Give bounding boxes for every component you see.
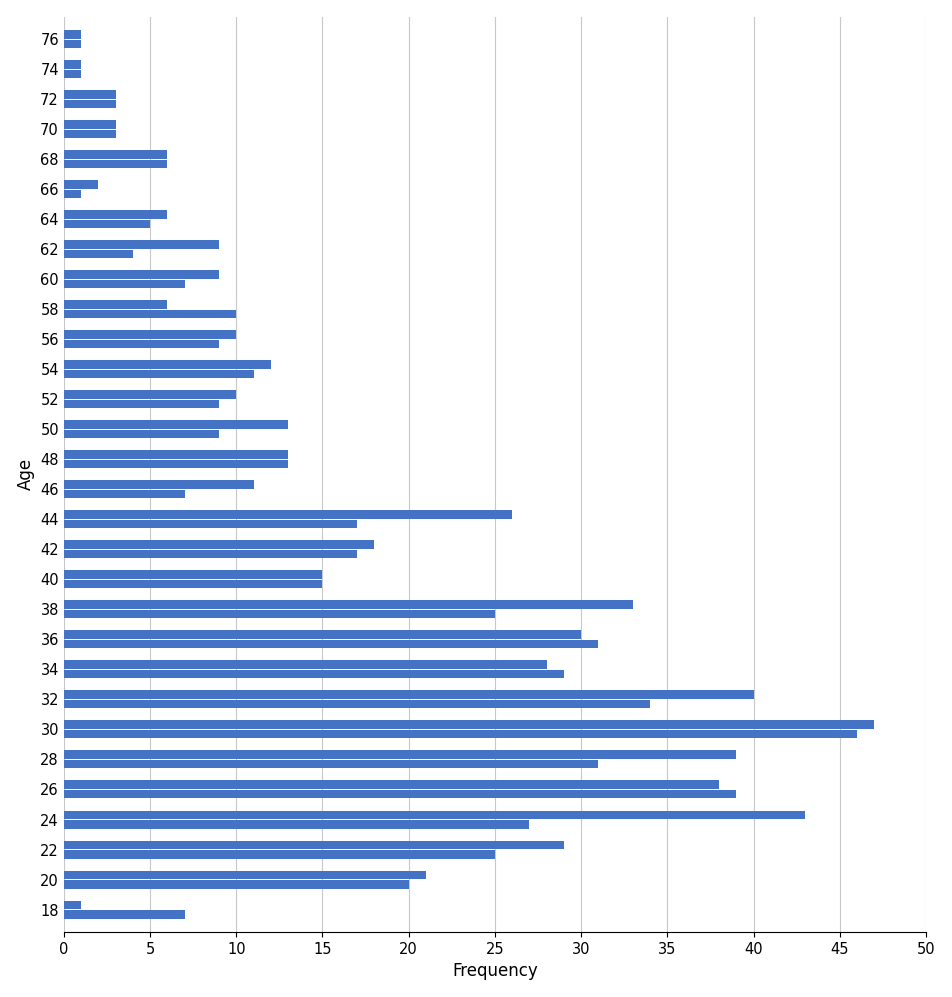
Bar: [64, 640, 599, 648]
Y-axis label: Age: Age: [17, 459, 34, 491]
Bar: [64, 250, 133, 258]
Bar: [64, 130, 115, 139]
Bar: [64, 390, 236, 399]
Bar: [64, 540, 374, 548]
Bar: [64, 610, 495, 618]
Bar: [64, 240, 219, 248]
Bar: [64, 840, 564, 848]
Bar: [64, 189, 81, 198]
Bar: [64, 781, 719, 789]
Bar: [64, 630, 581, 639]
Bar: [64, 660, 546, 669]
Bar: [64, 721, 874, 729]
Bar: [64, 460, 288, 469]
Bar: [64, 70, 81, 78]
Bar: [64, 400, 219, 409]
Bar: [64, 550, 357, 558]
Bar: [64, 160, 168, 168]
Bar: [64, 490, 185, 498]
Bar: [64, 910, 185, 918]
Bar: [64, 600, 633, 609]
Bar: [64, 430, 219, 439]
Bar: [64, 580, 323, 588]
Bar: [64, 811, 805, 819]
Bar: [64, 790, 736, 799]
Bar: [64, 40, 81, 48]
Bar: [64, 730, 857, 739]
Bar: [64, 30, 81, 39]
Bar: [64, 760, 599, 769]
Bar: [64, 850, 495, 858]
Bar: [64, 870, 426, 879]
Bar: [64, 900, 81, 909]
Bar: [64, 300, 168, 309]
Bar: [64, 880, 408, 888]
Bar: [64, 520, 357, 528]
X-axis label: Frequency: Frequency: [452, 962, 538, 980]
Bar: [64, 220, 150, 228]
Bar: [64, 481, 253, 489]
Bar: [64, 90, 115, 99]
Bar: [64, 421, 288, 429]
Bar: [64, 310, 236, 318]
Bar: [64, 370, 253, 378]
Bar: [64, 510, 512, 518]
Bar: [64, 451, 288, 459]
Bar: [64, 570, 323, 579]
Bar: [64, 330, 236, 339]
Bar: [64, 280, 185, 288]
Bar: [64, 100, 115, 109]
Bar: [64, 270, 219, 279]
Bar: [64, 121, 115, 129]
Bar: [64, 180, 98, 188]
Bar: [64, 60, 81, 69]
Bar: [64, 210, 168, 218]
Bar: [64, 360, 270, 369]
Bar: [64, 670, 564, 678]
Bar: [64, 751, 736, 759]
Bar: [64, 340, 219, 348]
Bar: [64, 700, 650, 709]
Bar: [64, 821, 529, 829]
Bar: [64, 691, 754, 699]
Bar: [64, 151, 168, 159]
